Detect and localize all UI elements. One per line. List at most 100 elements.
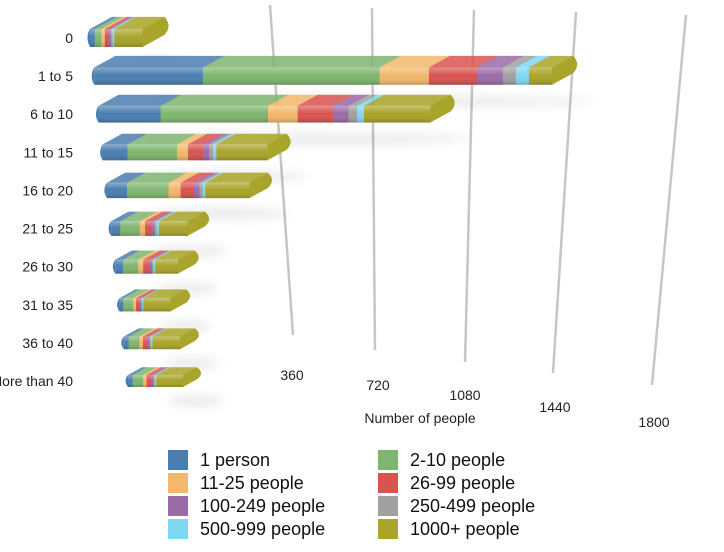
legend-item: 1000+ people xyxy=(378,519,520,539)
bar-segment-top xyxy=(194,172,219,183)
bar-segment-top xyxy=(356,94,385,106)
bar-segment-top xyxy=(149,250,170,260)
bar-segment-top xyxy=(202,55,402,68)
bar-gloss xyxy=(111,221,188,236)
bar-start-cap xyxy=(108,221,112,236)
legend-label: 11-25 people xyxy=(200,473,304,493)
bar-segment-top xyxy=(143,250,167,260)
x-tick-label: 360 xyxy=(280,367,304,383)
bar-segment-top xyxy=(127,133,197,145)
x-tick-label: 1080 xyxy=(449,387,480,403)
category-label: 11 to 15 xyxy=(23,144,73,160)
bar-segment-top xyxy=(168,172,200,183)
legend: 1 person 2-10 people 11-25 people 26-99 peo… xyxy=(168,450,535,539)
bar-gloss xyxy=(115,259,178,274)
bar-segment-top xyxy=(136,289,157,299)
bar-segment-top xyxy=(502,55,538,68)
bar-start-cap xyxy=(104,182,107,199)
bar-segment-top xyxy=(138,250,161,260)
bar-segment-top xyxy=(267,94,319,106)
bar-segment-top xyxy=(152,328,196,337)
category-label: 26 to 30 xyxy=(22,259,73,275)
legend-item: 26-99 people xyxy=(378,473,515,493)
bar-row xyxy=(95,94,455,123)
bar-segment-top xyxy=(156,367,198,375)
bar-row xyxy=(104,172,272,199)
bar-segment-top xyxy=(123,289,150,299)
bar-segment-top xyxy=(128,328,155,337)
bar-segment-top xyxy=(528,55,574,68)
bar-gloss xyxy=(119,298,171,312)
legend-label: 250-499 people xyxy=(410,496,535,516)
x-tick-labels: 360 720 1080 1440 1800 xyxy=(280,367,669,430)
bar-segment-top xyxy=(216,133,288,145)
bar-segment-top xyxy=(332,94,370,106)
bar-gloss xyxy=(94,67,553,85)
bar-segment-top xyxy=(151,367,169,375)
bar-segment-top xyxy=(94,55,225,68)
bar-end-cap xyxy=(249,172,272,199)
legend-item: 2-10 people xyxy=(378,450,505,470)
bar-gloss xyxy=(106,182,250,199)
bar-segment-top xyxy=(203,133,230,145)
x-tick-label: 1800 xyxy=(638,414,669,430)
bar-segment-top xyxy=(153,250,173,260)
bar-row xyxy=(91,55,578,85)
bar-segment-top xyxy=(114,16,166,29)
bar-segment-top xyxy=(213,133,237,145)
legend-label: 1 person xyxy=(200,450,270,470)
legend-swatch xyxy=(378,519,398,539)
legend-label: 100-249 people xyxy=(200,496,325,516)
bar-segment-top xyxy=(155,250,196,260)
legend-swatch xyxy=(168,473,188,493)
bar-gloss xyxy=(90,29,143,47)
bar-row xyxy=(108,211,210,236)
bar-segment-top xyxy=(126,172,188,183)
bar-segment-top xyxy=(122,250,156,260)
legend-swatch xyxy=(378,450,398,470)
category-label: 16 to 20 xyxy=(22,182,73,198)
bar-row xyxy=(112,250,199,274)
bar-segment-top xyxy=(199,172,222,183)
x-tick-label: 720 xyxy=(366,377,390,393)
legend-label: 1000+ people xyxy=(410,519,520,539)
legend-swatch xyxy=(378,473,398,493)
category-label: 36 to 40 xyxy=(22,335,73,351)
category-label: 21 to 25 xyxy=(22,221,73,237)
bar-end-cap xyxy=(177,250,199,274)
bar-segment-top xyxy=(158,211,206,222)
bar-end-cap xyxy=(552,55,578,85)
bar-segment-top xyxy=(139,211,164,222)
bar-segment-top xyxy=(205,172,269,183)
bar-start-cap xyxy=(112,259,116,274)
legend-swatch xyxy=(168,496,188,516)
bar-segment-top xyxy=(142,328,164,337)
bar-gloss xyxy=(98,105,431,123)
bar-segment-top xyxy=(515,55,551,68)
legend-swatch xyxy=(168,450,188,470)
bar-segment-top xyxy=(94,16,124,29)
bar-segment-top xyxy=(160,94,289,106)
category-label: 0 xyxy=(65,30,73,46)
bar-end-cap xyxy=(182,367,201,387)
bar-segment-top xyxy=(98,94,182,106)
legend-swatch xyxy=(378,496,398,516)
bar-segment-top xyxy=(147,328,166,337)
bar-segment-top xyxy=(143,367,162,375)
bar-end-cap xyxy=(267,133,291,161)
bar-segment-top xyxy=(180,172,213,183)
bar-segment-top xyxy=(379,55,451,68)
bar-segment-top xyxy=(145,211,170,222)
bar-segment-top xyxy=(106,172,146,183)
bar-segment-top xyxy=(348,94,378,106)
bar-segment-top xyxy=(476,55,525,68)
bar-row xyxy=(125,367,201,387)
bar-start-cap xyxy=(121,336,124,350)
bar-shadow xyxy=(163,357,220,370)
legend-label: 26-99 people xyxy=(410,473,515,493)
bar-gloss xyxy=(128,375,183,387)
bar-segment-top xyxy=(132,367,158,375)
legend-item: 500-999 people xyxy=(168,519,325,539)
bar-segment-top xyxy=(428,55,499,68)
